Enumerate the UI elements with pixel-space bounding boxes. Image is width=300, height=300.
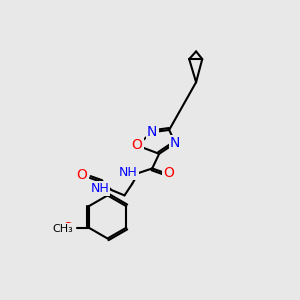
Text: O: O [163, 166, 174, 180]
Text: N: N [170, 136, 181, 150]
Text: N: N [147, 125, 158, 139]
Text: O: O [76, 168, 87, 182]
Text: O: O [131, 138, 142, 152]
Text: O: O [62, 221, 73, 235]
Text: CH₃: CH₃ [52, 224, 73, 234]
Text: NH: NH [119, 166, 138, 179]
Text: NH: NH [90, 182, 109, 195]
